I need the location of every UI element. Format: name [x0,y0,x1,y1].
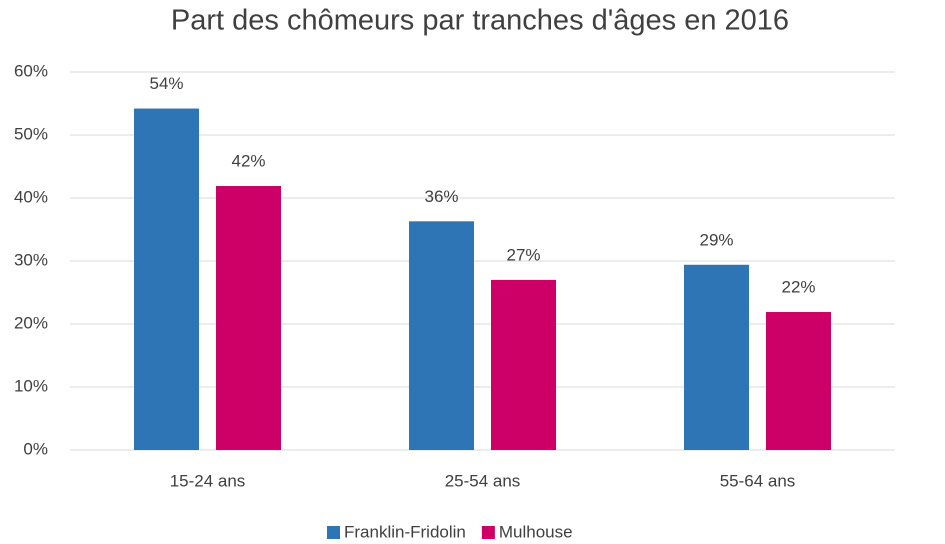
legend-label: Franklin-Fridolin [344,522,466,541]
data-label: 29% [699,230,733,249]
y-tick-label: 10% [14,376,48,395]
bar [491,279,556,450]
x-tick-label: 15-24 ans [170,471,246,490]
data-label: 54% [149,74,183,93]
data-label: 42% [231,152,265,171]
bar [684,264,749,450]
legend-swatch [327,526,340,539]
bar [134,108,199,450]
y-tick-label: 50% [14,124,48,143]
bar [216,186,281,450]
y-tick-label: 60% [14,61,48,80]
data-label: 27% [506,245,540,264]
bar [409,221,474,450]
x-tick-label: 55-64 ans [720,471,796,490]
legend-swatch [481,526,495,539]
data-label: 36% [424,187,458,206]
y-tick-label: 30% [14,250,48,269]
legend-label: Mulhouse [499,522,573,541]
y-tick-label: 20% [14,313,48,332]
x-tick-label: 25-54 ans [445,471,521,490]
bar [766,312,831,450]
chart-title: Part des chômeurs par tranches d'âges en… [171,5,789,37]
data-label: 22% [781,278,815,297]
y-tick-label: 40% [14,187,48,206]
y-tick-label: 0% [23,439,48,458]
